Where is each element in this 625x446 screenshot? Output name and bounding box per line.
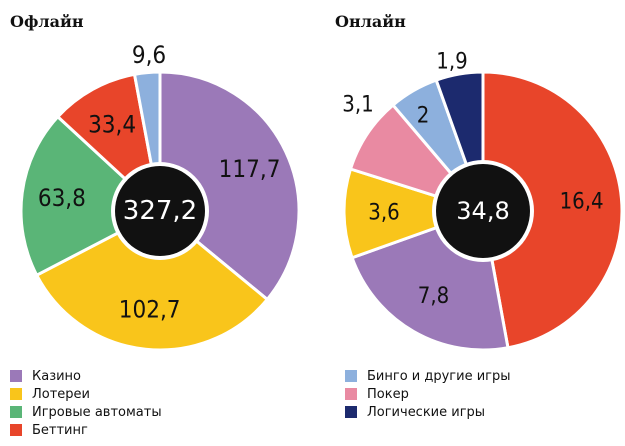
- slice-slots: [19, 115, 162, 277]
- slice-label-casino: 7,8: [418, 284, 449, 309]
- legend-swatch-poker: [345, 388, 357, 400]
- slice-label-poker: 3,1: [342, 93, 373, 118]
- legend-swatch-bingo: [345, 370, 357, 382]
- slice-label-casino: 117,7: [219, 155, 281, 183]
- online-chart-title: Онлайн: [335, 12, 406, 31]
- slice-lottery: [342, 167, 485, 260]
- legend-item-poker: Покер: [345, 385, 511, 403]
- legend-item-casino: Казино: [10, 367, 162, 385]
- legend-label-poker: Покер: [367, 386, 409, 402]
- legend-label-lottery: Лотереи: [32, 386, 90, 402]
- legend-label-betting: Беттинг: [32, 422, 88, 438]
- slice-label-slots: 63,8: [38, 184, 86, 212]
- slice-casino: [158, 70, 301, 301]
- offline-chart-title: Офлайн: [10, 12, 84, 31]
- legend-swatch-casino: [10, 370, 22, 382]
- slice-label-betting: 33,4: [88, 110, 136, 138]
- legend-offline: Казино Лотереи Игровые автоматы Беттинг: [10, 367, 162, 439]
- slice-label-bingo: 9,6: [132, 41, 166, 69]
- legend-item-slots: Игровые автоматы: [10, 403, 162, 421]
- center-hole: [115, 166, 205, 256]
- legend-item-betting: Беттинг: [10, 421, 162, 439]
- legend-label-skill: Логические игры: [367, 404, 486, 420]
- legend-item-lottery: Лотереи: [10, 385, 162, 403]
- center-hole: [436, 164, 530, 258]
- donut-chart-online: 16,4 7,8 3,6 3,1 2 1,9 34,8: [342, 50, 624, 352]
- legend-label-casino: Казино: [32, 368, 82, 384]
- legend-online: Бинго и другие игры Покер Логические игр…: [345, 367, 511, 421]
- legend-swatch-skill: [345, 406, 357, 418]
- slice-label-skill: 1,9: [436, 50, 467, 75]
- slice-label-lottery: 102,7: [119, 295, 181, 323]
- legend-swatch-lottery: [10, 388, 22, 400]
- donut-chart-offline: 117,7 102,7 63,8 33,4 9,6 327,2: [19, 41, 301, 352]
- legend-swatch-slots: [10, 406, 22, 418]
- total-label: 327,2: [123, 196, 197, 226]
- legend-item-bingo: Бинго и другие игры: [345, 367, 511, 385]
- total-label: 34,8: [456, 197, 509, 225]
- legend-item-skill: Логические игры: [345, 403, 511, 421]
- legend-label-bingo: Бинго и другие игры: [367, 368, 511, 384]
- slice-label-betting: 16,4: [560, 190, 604, 215]
- slice-betting: [481, 70, 624, 350]
- slice-label-bingo: 2: [417, 104, 430, 129]
- legend-label-slots: Игровые автоматы: [32, 404, 162, 420]
- legend-swatch-betting: [10, 424, 22, 436]
- slice-label-lottery: 3,6: [368, 200, 399, 225]
